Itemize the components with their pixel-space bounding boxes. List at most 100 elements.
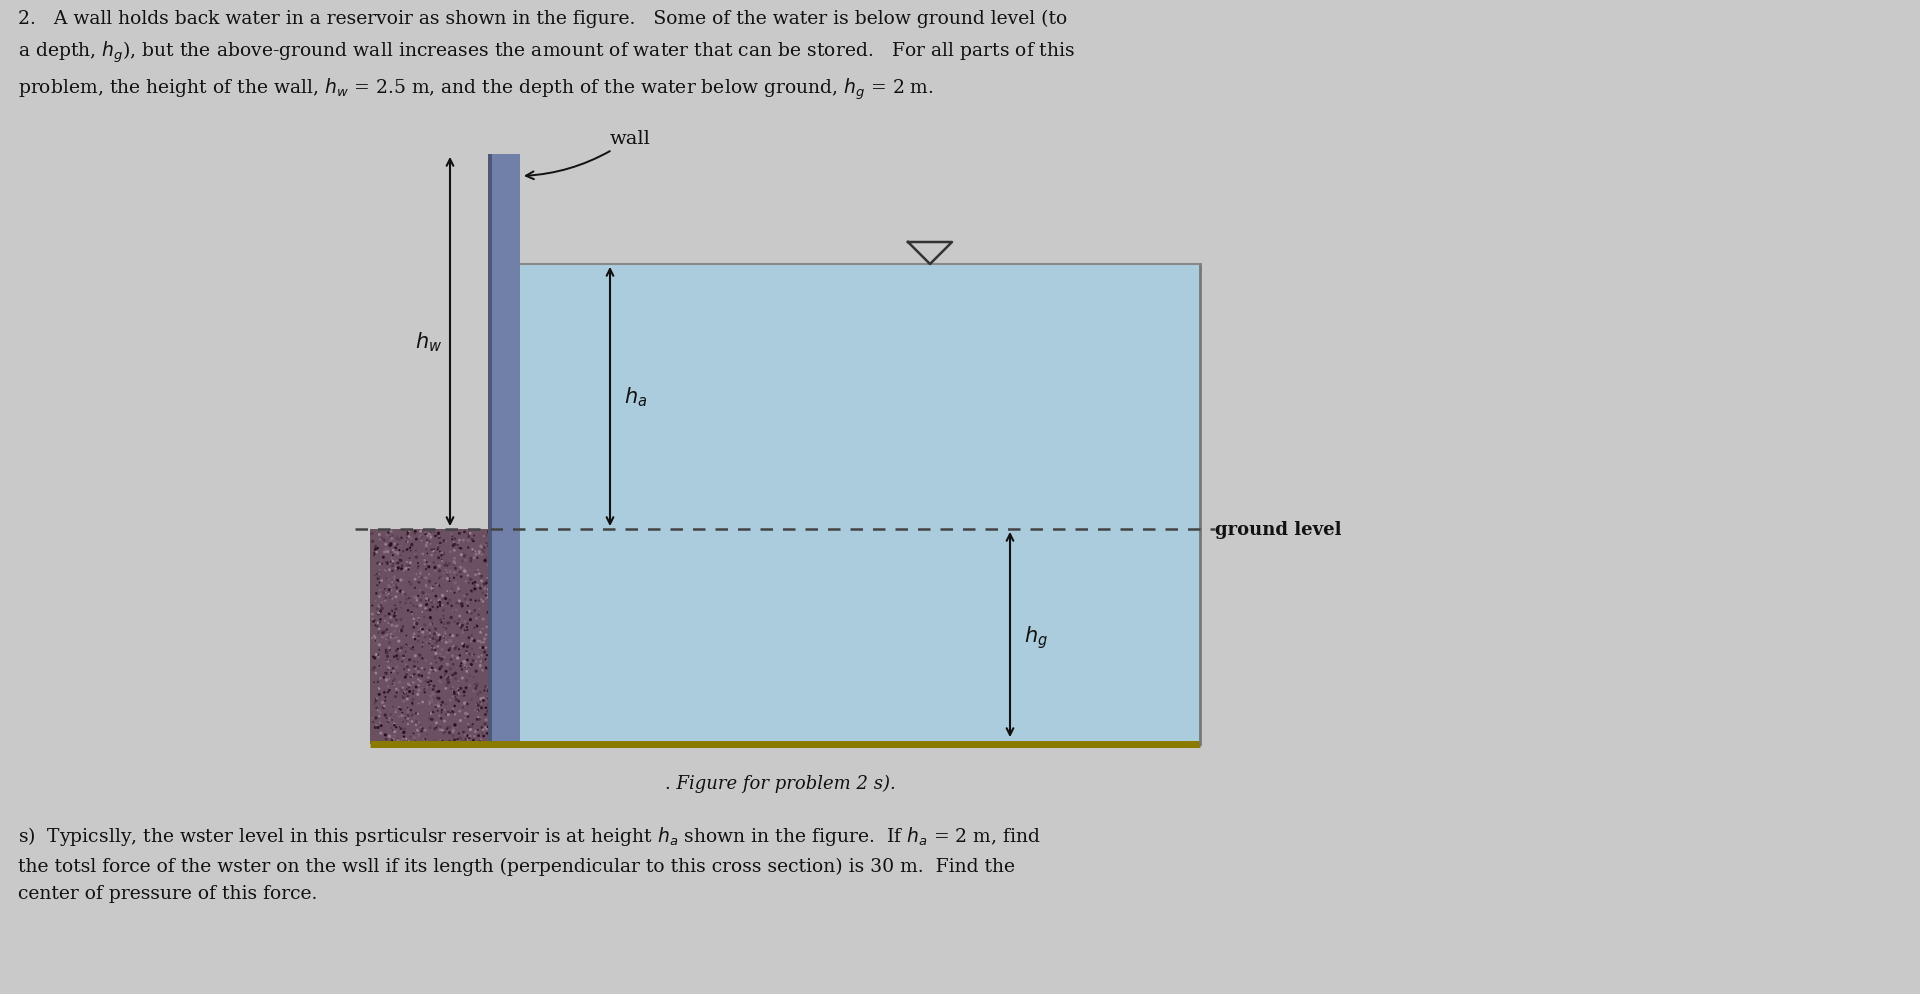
Point: [409, 571, 440, 586]
Point: [413, 560, 444, 576]
Point: [361, 692, 392, 708]
Point: [472, 691, 503, 707]
Point: [463, 551, 493, 567]
Point: [459, 670, 490, 686]
Point: [468, 577, 499, 592]
Point: [455, 526, 486, 542]
Point: [490, 524, 520, 540]
Point: [451, 659, 482, 675]
Point: [449, 696, 480, 712]
Point: [438, 684, 468, 700]
Point: [357, 654, 388, 670]
Point: [449, 654, 480, 670]
Point: [374, 642, 405, 658]
Point: [474, 703, 505, 719]
Point: [374, 579, 405, 594]
Point: [386, 589, 417, 605]
Point: [390, 638, 420, 654]
Point: [499, 619, 530, 635]
Point: [499, 639, 530, 655]
Point: [386, 683, 417, 699]
Point: [415, 623, 445, 639]
Point: [388, 648, 419, 664]
Point: [390, 613, 420, 629]
Point: [409, 732, 440, 747]
Point: [445, 541, 476, 557]
Point: [392, 591, 422, 607]
Point: [478, 597, 509, 613]
Point: [484, 628, 515, 644]
Point: [436, 693, 467, 709]
Point: [376, 657, 407, 673]
Point: [365, 703, 396, 719]
Point: [415, 625, 445, 641]
Point: [457, 627, 488, 643]
Point: [442, 732, 472, 747]
Point: [453, 638, 484, 654]
Point: [359, 628, 390, 644]
Point: [436, 670, 467, 686]
Point: [411, 542, 442, 558]
Point: [415, 635, 445, 651]
Point: [365, 582, 396, 598]
Point: [465, 624, 495, 640]
Point: [411, 673, 442, 689]
Point: [461, 565, 492, 580]
Point: [382, 573, 413, 588]
Point: [457, 625, 488, 641]
Point: [415, 689, 445, 705]
Point: [492, 702, 522, 718]
Point: [482, 732, 513, 747]
Point: [468, 653, 499, 669]
Point: [417, 692, 447, 708]
Point: [376, 617, 407, 633]
Point: [376, 558, 407, 574]
Point: [453, 731, 484, 746]
Point: [449, 591, 480, 607]
Point: [415, 679, 445, 695]
Point: [411, 578, 442, 593]
Point: [442, 650, 472, 666]
Point: [417, 583, 447, 599]
Point: [430, 630, 461, 646]
Point: [388, 573, 419, 588]
Point: [405, 524, 436, 540]
Point: [415, 587, 445, 603]
Point: [444, 708, 474, 724]
Point: [405, 597, 436, 613]
Point: [415, 720, 445, 736]
Point: [357, 638, 388, 654]
Point: [394, 524, 424, 540]
Point: [424, 629, 455, 645]
Point: [409, 682, 440, 698]
Point: [486, 687, 516, 703]
Point: [428, 547, 459, 563]
Point: [365, 726, 396, 742]
Point: [499, 552, 530, 568]
Point: [407, 571, 438, 586]
Point: [436, 661, 467, 677]
Point: [399, 642, 430, 658]
Point: [478, 711, 509, 727]
Point: [396, 719, 426, 735]
Point: [461, 544, 492, 560]
Point: [434, 569, 465, 584]
Point: [394, 575, 424, 590]
Point: [403, 623, 434, 639]
Point: [478, 538, 509, 554]
Point: [476, 546, 507, 562]
Point: [444, 526, 474, 542]
Point: [449, 635, 480, 651]
Point: [361, 578, 392, 593]
Point: [371, 645, 401, 661]
Point: [372, 679, 403, 695]
Point: [369, 550, 399, 566]
Point: [380, 666, 411, 682]
Point: [424, 529, 455, 545]
Point: [501, 535, 532, 551]
Point: [407, 621, 438, 637]
Point: [382, 612, 413, 628]
Point: [403, 730, 434, 746]
Point: [361, 545, 392, 561]
Point: [430, 565, 461, 580]
